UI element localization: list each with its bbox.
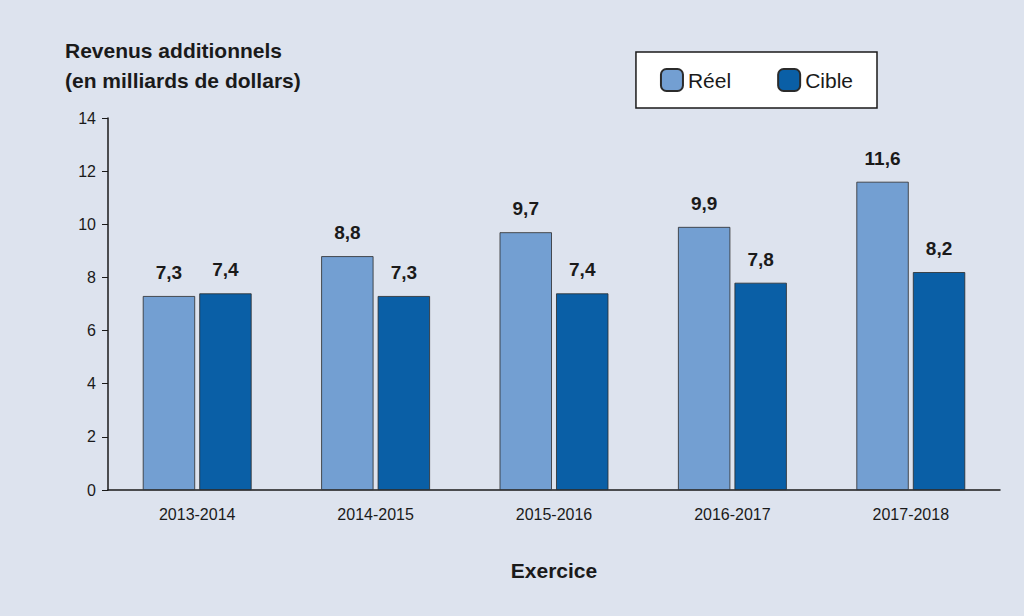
svg-text:6: 6: [87, 322, 96, 339]
svg-text:(en milliards de dollars): (en milliards de dollars): [65, 69, 301, 92]
svg-text:11,6: 11,6: [865, 148, 901, 169]
svg-text:9,9: 9,9: [691, 193, 717, 214]
svg-text:14: 14: [78, 110, 96, 127]
svg-text:7,4: 7,4: [212, 259, 239, 280]
svg-text:8: 8: [87, 269, 96, 286]
svg-text:12: 12: [78, 163, 96, 180]
svg-text:7,3: 7,3: [391, 262, 417, 283]
svg-text:2013-2014: 2013-2014: [159, 506, 236, 523]
svg-text:4: 4: [87, 375, 96, 392]
svg-text:2: 2: [87, 428, 96, 445]
svg-text:0: 0: [87, 482, 96, 499]
svg-text:7,4: 7,4: [569, 259, 596, 280]
svg-text:Réel: Réel: [688, 69, 731, 92]
svg-text:8,8: 8,8: [334, 222, 360, 243]
svg-text:2014-2015: 2014-2015: [337, 506, 414, 523]
svg-text:2015-2016: 2015-2016: [516, 506, 593, 523]
svg-text:Revenus additionnels: Revenus additionnels: [65, 39, 282, 62]
svg-text:7,8: 7,8: [747, 249, 773, 270]
svg-text:9,7: 9,7: [513, 198, 539, 219]
svg-text:Exercice: Exercice: [511, 559, 597, 582]
svg-text:7,3: 7,3: [156, 262, 182, 283]
svg-text:2017-2018: 2017-2018: [873, 506, 950, 523]
svg-text:10: 10: [78, 216, 96, 233]
svg-text:2016-2017: 2016-2017: [694, 506, 771, 523]
svg-text:8,2: 8,2: [926, 238, 952, 259]
svg-text:Cible: Cible: [805, 69, 853, 92]
